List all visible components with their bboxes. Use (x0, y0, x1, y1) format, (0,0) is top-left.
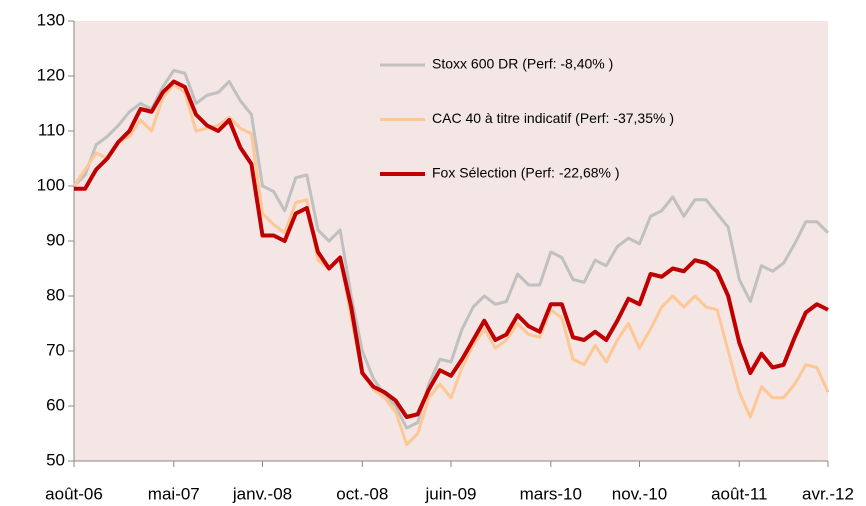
x-tick-label: oct.-08 (336, 484, 388, 503)
series-line (72, 69, 830, 430)
x-tick-label: août-06 (45, 484, 103, 503)
y-tick-label: 130 (37, 10, 65, 29)
series-line (74, 79, 829, 419)
legend-label: Fox Sélection (Perf: -22,68% ) (432, 165, 620, 181)
x-tick-label: janv.-08 (232, 484, 292, 503)
y-tick-label: 120 (37, 65, 65, 84)
y-tick-label: 80 (46, 285, 65, 304)
x-tick-label: août-11 (711, 484, 767, 503)
plot-area (74, 21, 828, 461)
series-line (72, 82, 830, 446)
y-tick-label: 110 (38, 120, 65, 139)
x-tick-label: juin-09 (424, 484, 476, 503)
x-tick-label: mars-10 (520, 484, 582, 503)
y-tick-label: 90 (46, 230, 65, 249)
x-tick-label: mai-07 (148, 484, 200, 503)
y-tick-label: 60 (46, 395, 65, 414)
legend-label: Stoxx 600 DR (Perf: -8,40% ) (432, 56, 613, 72)
x-tick-label: nov.-10 (612, 484, 667, 503)
x-tick-label: avr.-12 (802, 484, 854, 503)
y-tick-label: 50 (46, 450, 65, 469)
y-tick-label: 100 (37, 175, 65, 194)
y-tick-label: 70 (46, 340, 65, 359)
legend-label: CAC 40 à titre indicatif (Perf: -37,35% … (432, 110, 674, 126)
